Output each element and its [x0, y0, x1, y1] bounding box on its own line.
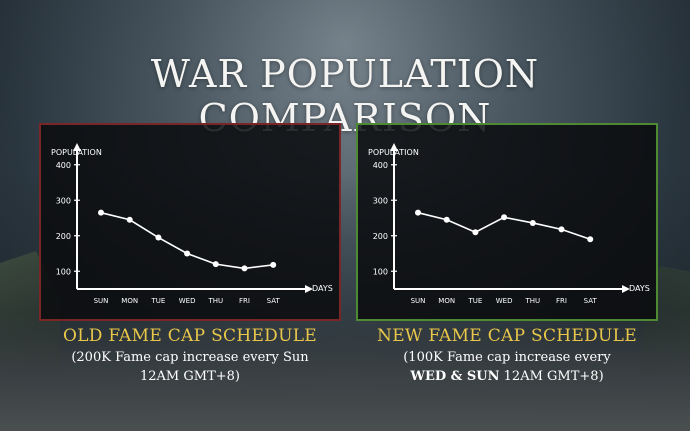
new-chart-x-axis-label: DAYS [629, 284, 650, 293]
new-caption-line1: (100K Fame cap increase every [403, 350, 611, 365]
new-chart-y-axis-label: POPULATION [368, 148, 419, 157]
old-chart-x-axis-arrow [305, 285, 313, 293]
old-chart-y-tick-label: 100 [56, 267, 71, 276]
old-chart-y-tick-label: 300 [56, 196, 71, 205]
new-chart-x-tick-label: TUE [467, 297, 482, 305]
new-caption-days: WED & SUN [410, 369, 500, 384]
old-chart-data-point [212, 261, 219, 268]
new-chart-y-tick-label: 100 [373, 267, 388, 276]
new-caption-time: 12AM GMT+8) [499, 369, 604, 384]
old-chart-x-tick-label: TUE [150, 297, 165, 305]
old-caption-line1: (200K Fame cap increase every Sun [71, 350, 309, 365]
old-chart-data-point [241, 265, 248, 272]
new-schedule-chart-panel: POPULATION DAYS 100 200 300 400 SUN MON TUE WED TH… [356, 123, 658, 321]
old-chart-series-line [100, 211, 274, 270]
new-caption-title: NEW FAME CAP SCHEDULE [377, 326, 637, 346]
new-chart-y-tick-label: 300 [373, 196, 388, 205]
new-chart-x-tick-label: SAT [584, 297, 598, 305]
new-schedule-chart: POPULATION DAYS 100 200 300 400 SUN MON TUE WED TH… [368, 143, 650, 305]
old-chart-data-point [98, 209, 104, 216]
old-chart-x-tick-label: FRI [239, 297, 250, 305]
old-chart-data-point [155, 234, 162, 241]
new-chart-data-point [501, 214, 508, 221]
new-chart-x-tick-label: WED [496, 297, 513, 305]
new-chart-y-tick-label: 200 [373, 232, 388, 241]
new-chart-x-axis-arrow [622, 285, 630, 293]
new-chart-data-point [443, 216, 450, 223]
old-chart-y-axis-arrow [73, 143, 81, 151]
old-chart-data-point [126, 216, 133, 223]
new-chart-x-tick-label: FRI [556, 297, 567, 305]
new-chart-y-tick-label: 400 [373, 161, 388, 170]
old-chart-y-axis-label: POPULATION [51, 148, 102, 157]
new-chart-data-point [529, 219, 536, 226]
old-chart-y-tick-label: 400 [56, 161, 71, 170]
new-chart-x-tick-label: SUN [411, 297, 426, 305]
old-chart-data-point [270, 261, 277, 268]
new-chart-x-tick-label: THU [524, 297, 540, 305]
new-chart-data-point [587, 236, 594, 243]
old-chart-x-axis-label: DAYS [312, 284, 333, 293]
old-chart-y-tick-label: 200 [56, 232, 71, 241]
ground-shore [0, 311, 690, 431]
new-chart-data-point [558, 226, 565, 233]
new-chart-data-point [472, 229, 479, 236]
old-chart-x-tick-label: SUN [94, 297, 109, 305]
old-chart-x-tick-label: WED [179, 297, 196, 305]
old-schedule-chart-panel: POPULATION DAYS 100 200 300 400 SUN MON TUE WED TH… [39, 123, 341, 321]
old-chart-x-tick-label: SAT [267, 297, 281, 305]
old-chart-x-tick-label: THU [207, 297, 223, 305]
page-title: WAR POPULATION COMPARISON [150, 52, 540, 140]
new-chart-x-tick-label: MON [438, 297, 455, 305]
new-chart-y-axis-arrow [390, 143, 398, 151]
old-caption-title: OLD FAME CAP SCHEDULE [62, 326, 318, 346]
old-chart-data-point [184, 250, 191, 257]
new-chart-data-point [415, 209, 421, 216]
old-chart-x-tick-label: MON [121, 297, 138, 305]
new-caption-line2: WED & SUN 12AM GMT+8) [342, 369, 672, 384]
old-schedule-chart: POPULATION DAYS 100 200 300 400 SUN MON TUE WED TH… [51, 143, 333, 305]
old-caption-line2: 12AM GMT+8) [140, 369, 240, 384]
